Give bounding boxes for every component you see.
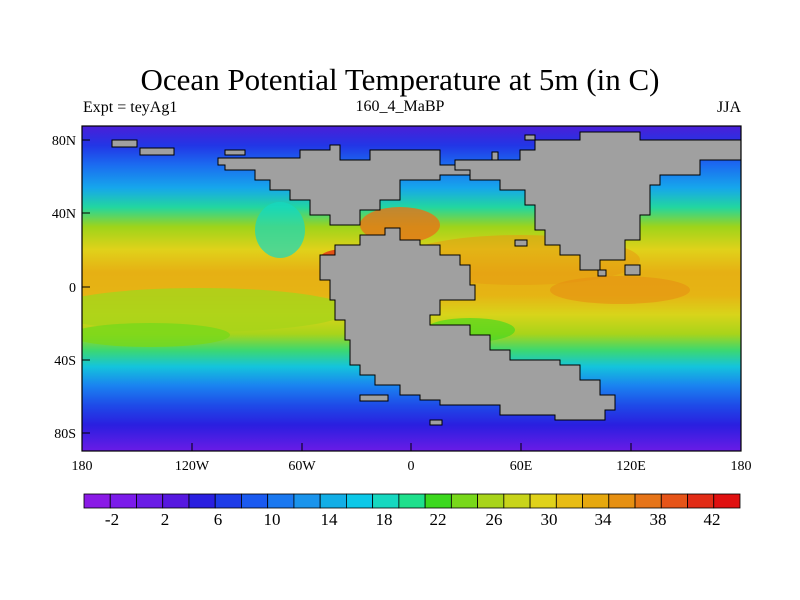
colorbar-label: 38 <box>650 510 667 529</box>
colorbar-box <box>83 493 111 509</box>
colorbar-box <box>477 493 505 509</box>
period-label: 160_4_MaBP <box>355 98 445 115</box>
y-tick-0: 0 <box>69 281 76 296</box>
colorbar-label: 42 <box>704 510 721 529</box>
colorbar-box <box>503 493 531 509</box>
colorbar-label: 6 <box>214 510 223 529</box>
colorbar-box <box>450 493 478 509</box>
x-tick-120e: 120E <box>616 459 646 474</box>
colorbar-box <box>608 493 636 509</box>
map-title: Ocean Potential Temperature at 5m (in C) <box>140 62 660 97</box>
y-tick-80s: 80S <box>54 427 76 442</box>
colorbar-box <box>293 493 321 509</box>
colorbar-label: 14 <box>321 510 339 529</box>
season-label: JJA <box>716 99 741 116</box>
colorbar-label: 30 <box>541 510 558 529</box>
y-tick-40s: 40S <box>54 354 76 369</box>
x-tick-180e: 180 <box>731 459 752 474</box>
colorbar-box <box>424 493 452 509</box>
colorbar-label: 26 <box>486 510 503 529</box>
colorbar-label: 10 <box>264 510 281 529</box>
x-tick-60w: 60W <box>288 459 316 474</box>
land-masses <box>111 131 742 426</box>
x-tick-180w: 180 <box>72 459 93 474</box>
colorbar-box <box>319 493 347 509</box>
colorbar-box <box>267 493 295 509</box>
colorbar-box <box>162 493 190 509</box>
colorbar-box <box>241 493 269 509</box>
colorbar-box <box>529 493 557 509</box>
x-tick-0: 0 <box>408 459 415 474</box>
colorbar-box <box>345 493 374 509</box>
x-tick-60e: 60E <box>510 459 533 474</box>
colorbar-box <box>634 493 662 509</box>
colorbar-label: 18 <box>376 510 393 529</box>
colorbar <box>83 493 741 509</box>
colorbar-box <box>555 493 583 509</box>
tick-marks <box>81 139 742 451</box>
colorbar-box <box>582 493 610 509</box>
colorbar-label: -2 <box>105 510 119 529</box>
colorbar-box <box>398 493 426 509</box>
colorbar-labels: -2 2 6 10 14 18 22 26 30 34 38 42 <box>105 510 721 529</box>
colorbar-label: 34 <box>595 510 613 529</box>
x-tick-120w: 120W <box>175 459 210 474</box>
colorbar-label: 2 <box>161 510 170 529</box>
y-tick-40n: 40N <box>52 207 76 222</box>
y-tick-80n: 80N <box>52 134 76 149</box>
colorbar-box <box>713 493 741 509</box>
colorbar-label: 22 <box>430 510 447 529</box>
colorbar-box <box>687 493 715 509</box>
colorbar-box <box>188 493 216 509</box>
experiment-label: Expt = teyAg1 <box>83 99 178 116</box>
colorbar-box <box>372 493 400 509</box>
colorbar-box <box>109 493 137 509</box>
colorbar-box <box>214 493 242 509</box>
colorbar-box <box>660 493 688 509</box>
colorbar-box <box>136 493 164 509</box>
